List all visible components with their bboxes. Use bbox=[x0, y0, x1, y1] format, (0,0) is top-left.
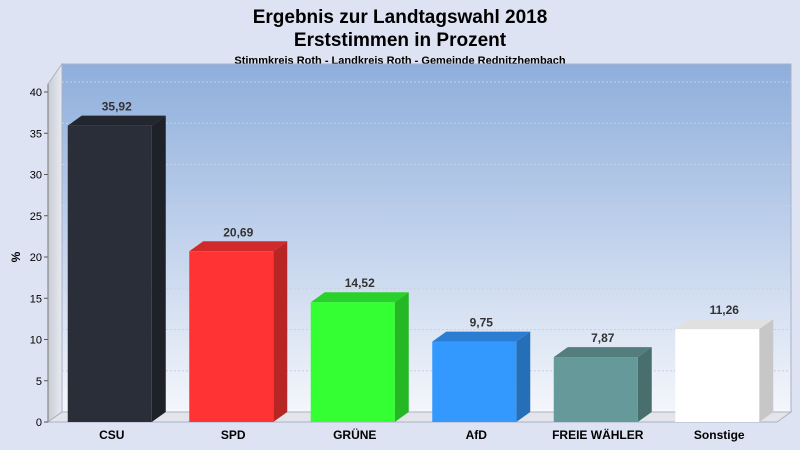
bar-value-label: 11,26 bbox=[710, 303, 740, 317]
bar-top bbox=[189, 241, 288, 252]
bar-front bbox=[310, 302, 395, 422]
bar-front bbox=[675, 329, 760, 422]
bar-top bbox=[310, 292, 409, 303]
x-category-label: Sonstige bbox=[694, 428, 745, 442]
bar-spd: 20,69 bbox=[189, 225, 288, 422]
bar-side bbox=[516, 331, 531, 422]
y-axis: 0 5 10 15 20 25 30 35 40% bbox=[9, 84, 49, 429]
x-category-label: AfD bbox=[466, 428, 488, 442]
bar-top bbox=[67, 115, 166, 126]
bars: 35,92 20,69 14,52 9,75 7,87 11,26 bbox=[67, 100, 774, 422]
x-category-label: SPD bbox=[221, 428, 246, 442]
plot-side-wall bbox=[47, 62, 63, 423]
y-tick-label: 15 bbox=[30, 293, 42, 305]
grid-lines bbox=[62, 81, 791, 372]
y-axis-label: % bbox=[9, 251, 23, 262]
chart-title-line-1: Ergebnis zur Landtagswahl 2018 bbox=[252, 7, 548, 28]
x-category-label: CSU bbox=[99, 428, 124, 442]
bar-value-label: 35,92 bbox=[102, 100, 132, 114]
y-tick-label: 40 bbox=[30, 87, 42, 99]
bar-front bbox=[432, 341, 517, 422]
bar-sonstige: 11,26 bbox=[675, 303, 774, 422]
y-tick-label: 10 bbox=[30, 335, 42, 347]
bar-front bbox=[67, 125, 152, 422]
bar-front bbox=[189, 251, 274, 422]
bar-top bbox=[675, 319, 774, 330]
bar-value-label: 7,87 bbox=[591, 331, 615, 345]
bar-side bbox=[637, 347, 652, 422]
bar-top bbox=[553, 347, 652, 358]
y-tick-label: 25 bbox=[30, 211, 42, 223]
plot-back-wall bbox=[61, 63, 792, 413]
bar-side bbox=[394, 292, 409, 422]
bar-top bbox=[432, 331, 531, 342]
bar-value-label: 9,75 bbox=[470, 316, 494, 330]
y-tick-label: 35 bbox=[30, 128, 42, 140]
x-axis: CSU SPD GRÜNE AfD FREIE WÄHLER Sonstige bbox=[99, 427, 745, 442]
x-category-label: GRÜNE bbox=[333, 427, 376, 442]
chart-title-line-2: Erststimmen in Prozent bbox=[293, 30, 507, 51]
bar-value-label: 14,52 bbox=[345, 276, 375, 290]
y-tick-label: 0 bbox=[36, 417, 42, 429]
bar-freie-wähler: 7,87 bbox=[553, 331, 652, 422]
bar-side bbox=[273, 241, 288, 422]
y-tick-label: 30 bbox=[30, 170, 42, 182]
bar-grüne: 14,52 bbox=[310, 276, 409, 422]
x-category-label: FREIE WÄHLER bbox=[552, 427, 644, 442]
y-tick-label: 5 bbox=[36, 376, 42, 388]
y-tick-label: 20 bbox=[30, 252, 42, 264]
bar-front bbox=[553, 357, 638, 422]
bar-value-label: 20,69 bbox=[223, 225, 253, 239]
bar-side bbox=[151, 115, 166, 422]
bar-side bbox=[759, 319, 774, 422]
bar-afd: 9,75 bbox=[432, 316, 531, 422]
bar-csu: 35,92 bbox=[67, 100, 166, 422]
